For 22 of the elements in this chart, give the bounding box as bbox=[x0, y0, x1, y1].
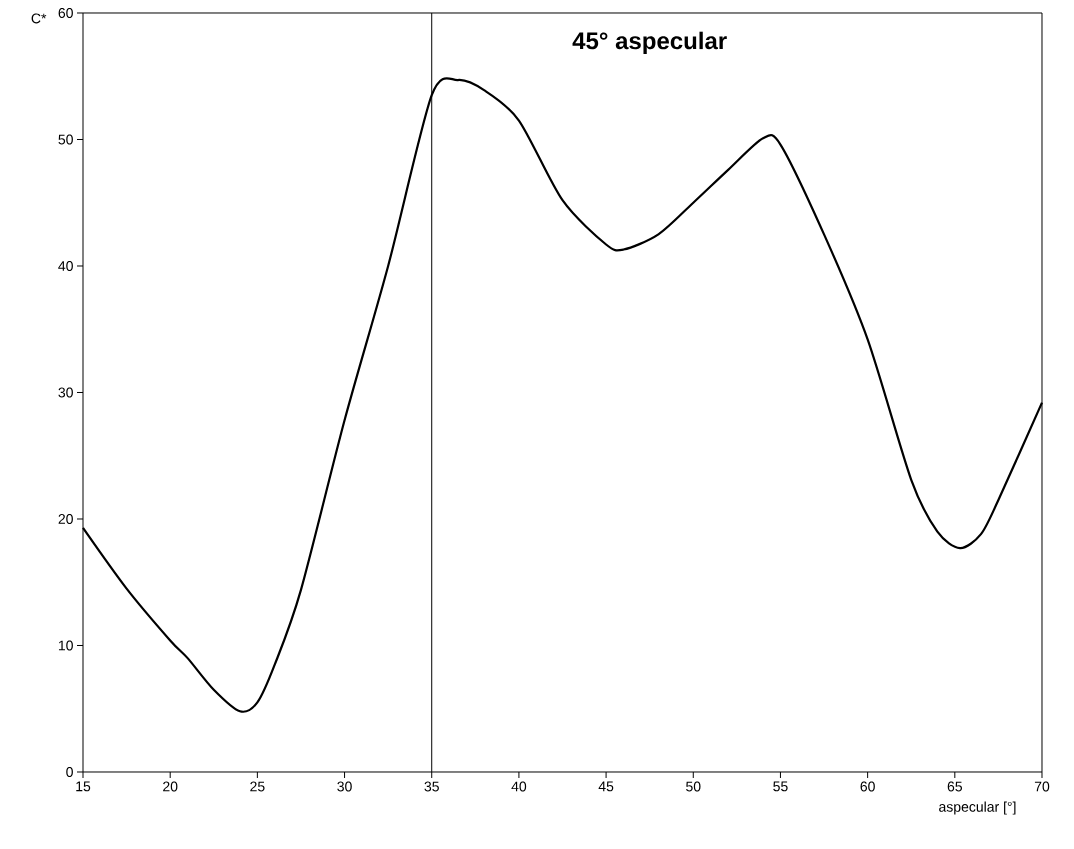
y-tick-label: 60 bbox=[58, 8, 73, 18]
x-tick-label: 65 bbox=[947, 781, 963, 792]
x-tick-label: 15 bbox=[76, 781, 91, 792]
y-tick-label: 10 bbox=[58, 640, 73, 651]
x-tick-label: 60 bbox=[860, 781, 875, 792]
x-tick-label: 45 bbox=[598, 781, 614, 792]
text: 45° aspecular bbox=[572, 31, 727, 55]
x-tick-label: 55 bbox=[773, 781, 788, 792]
y-tick-label: 20 bbox=[58, 514, 73, 524]
y-tick-label: 0 bbox=[66, 767, 73, 777]
y-tick-label: 40 bbox=[58, 261, 73, 271]
x-axis-title: aspecular [°] bbox=[939, 801, 1016, 815]
x-tick-label: 20 bbox=[163, 781, 178, 792]
y-tick-label: 50 bbox=[58, 134, 73, 145]
x-tick-label: 50 bbox=[686, 781, 701, 792]
y-axis-title: C* bbox=[31, 13, 47, 24]
x-tick-label: 70 bbox=[1034, 781, 1050, 792]
x-tick-label: 40 bbox=[511, 781, 527, 792]
x-tick-label: 25 bbox=[250, 781, 265, 792]
x-tick-label: 30 bbox=[337, 781, 352, 792]
y-tick-label: 30 bbox=[58, 387, 73, 398]
x-tick-label: 35 bbox=[424, 781, 439, 792]
